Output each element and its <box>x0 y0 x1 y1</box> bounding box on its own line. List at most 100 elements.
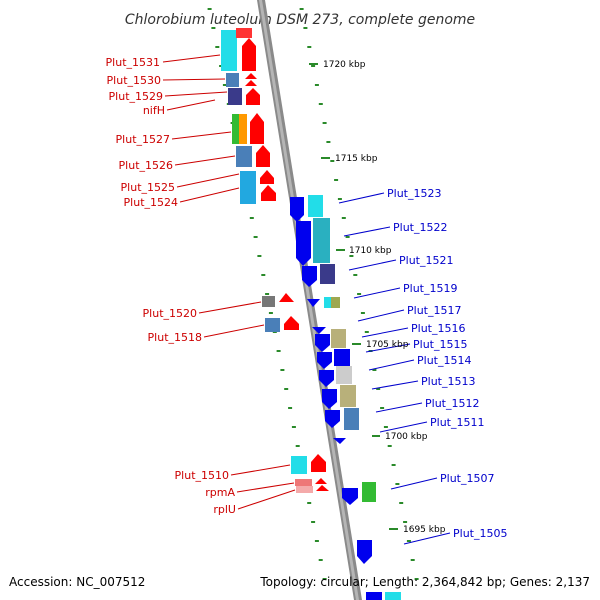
kbp-label-1710: 1710 kbp <box>349 246 392 256</box>
reverse-gene-labels: Plut_1523 Plut_1522 Plut_1521 Plut_1519 … <box>387 187 507 540</box>
gene-label-plut-1520[interactable]: Plut_1520 <box>143 307 197 320</box>
tick-dot <box>353 274 358 276</box>
cog-box-plut-1531[interactable] <box>221 38 237 71</box>
arrow-plut-1507[interactable] <box>342 488 358 505</box>
cog-box-nifh-green[interactable] <box>232 114 239 144</box>
tick-dot <box>326 141 331 143</box>
arrow-plut-1514[interactable] <box>319 370 334 387</box>
arrow-plut-1519[interactable] <box>307 299 320 307</box>
cog-box-plut-1521[interactable] <box>320 264 335 284</box>
gene-label-plut-1526[interactable]: Plut_1526 <box>119 159 173 172</box>
gene-label-rplu[interactable]: rplU <box>213 503 236 516</box>
gene-label-plut-1516[interactable]: Plut_1516 <box>411 322 465 335</box>
tick-dot <box>276 350 281 352</box>
cog-box-plut-1518[interactable] <box>265 318 280 332</box>
cog-box-plut-1519a[interactable] <box>324 297 331 308</box>
gene-label-plut-1519[interactable]: Plut_1519 <box>403 282 457 295</box>
cog-box-rpma[interactable] <box>295 479 312 486</box>
cog-box-plut-1525[interactable] <box>240 171 256 204</box>
cog-box-plut-1523[interactable] <box>308 195 323 217</box>
tick-dot <box>360 312 365 314</box>
gene-label-plut-1514[interactable]: Plut_1514 <box>417 354 471 367</box>
gene-label-plut-1523[interactable]: Plut_1523 <box>387 187 441 200</box>
arrow-plut-1511[interactable] <box>333 438 346 444</box>
tick-dot <box>311 521 316 523</box>
cog-box-plut-1520[interactable] <box>262 296 275 307</box>
tick-dot <box>391 464 396 466</box>
gene-label-plut-1515[interactable]: Plut_1515 <box>413 338 467 351</box>
cog-box-plut-1515[interactable] <box>334 349 350 366</box>
arrow-plut-1505[interactable] <box>357 540 372 564</box>
gene-label-plut-1518[interactable]: Plut_1518 <box>148 331 202 344</box>
tick-dot <box>334 179 339 181</box>
cog-box-plut-1512[interactable] <box>344 408 359 430</box>
gene-label-nifh[interactable]: nifH <box>143 104 165 117</box>
arrow-plut-1510[interactable] <box>311 454 326 472</box>
gene-label-plut-1521[interactable]: Plut_1521 <box>399 254 453 267</box>
cog-box-bottom-cut <box>385 592 401 600</box>
arrow-plut-1521[interactable] <box>302 266 317 287</box>
arrow-plut-1531[interactable] <box>242 38 256 71</box>
arrow-plut-1530[interactable] <box>245 73 257 79</box>
tick-dot <box>249 217 254 219</box>
cog-box-rplu[interactable] <box>296 486 313 493</box>
gene-label-plut-1530[interactable]: Plut_1530 <box>107 74 161 87</box>
cog-box-plut-1529[interactable] <box>228 88 242 105</box>
gene-label-plut-1529[interactable]: Plut_1529 <box>109 90 163 103</box>
gene-label-plut-1507[interactable]: Plut_1507 <box>440 472 494 485</box>
tick-dot <box>307 502 312 504</box>
tick-dot <box>330 160 335 162</box>
gene-label-plut-1531[interactable]: Plut_1531 <box>106 56 160 69</box>
cog-box-nifh-orange[interactable] <box>239 114 247 144</box>
arrow-plut-1522[interactable] <box>296 221 311 266</box>
gene-label-plut-1510[interactable]: Plut_1510 <box>175 469 229 482</box>
tick-dot <box>341 217 346 219</box>
kbp-label-1715: 1715 kbp <box>335 154 378 164</box>
arrow-plut-1527[interactable] <box>250 113 264 144</box>
arrow-plut-1520[interactable] <box>279 293 294 302</box>
gene-label-plut-1527[interactable]: Plut_1527 <box>116 133 170 146</box>
gene-label-plut-1511[interactable]: Plut_1511 <box>430 416 484 429</box>
cog-box-plut-1530[interactable] <box>226 73 239 87</box>
cog-box-plut-1517[interactable] <box>331 329 346 348</box>
tick-dot <box>280 369 285 371</box>
gene-label-plut-1505[interactable]: Plut_1505 <box>453 527 507 540</box>
cog-box-plut-1519b[interactable] <box>331 297 340 308</box>
arrow-plut-1523[interactable] <box>290 197 304 222</box>
tick-dot <box>253 236 258 238</box>
gene-label-plut-1525[interactable]: Plut_1525 <box>121 181 175 194</box>
arrow-plut-1512[interactable] <box>325 410 340 428</box>
kbp-label-1695: 1695 kbp <box>403 525 446 535</box>
arrow-plut-1529[interactable] <box>246 88 260 105</box>
arrow-plut-1515[interactable] <box>317 352 332 369</box>
arrow-plut-1513[interactable] <box>322 389 337 409</box>
cog-box-plut-1507[interactable] <box>362 482 376 502</box>
cog-box-plut-1510[interactable] <box>291 456 307 474</box>
cog-box-plut-1514[interactable] <box>336 366 352 384</box>
gene-label-plut-1524[interactable]: Plut_1524 <box>124 196 178 209</box>
arrow-plut-1516[interactable] <box>315 334 330 352</box>
cog-box-plut-1513[interactable] <box>340 385 356 407</box>
arrow-plut-1518[interactable] <box>284 316 299 330</box>
forward-strand-features <box>221 28 329 493</box>
kbp-labels: 1720 kbp 1715 kbp 1710 kbp 1705 kbp 1700… <box>309 60 446 535</box>
gene-label-rpma[interactable]: rpmA <box>205 486 235 499</box>
forward-gene-labels: Plut_1531 Plut_1530 Plut_1529 nifH Plut_… <box>106 56 236 516</box>
arrow-rpma[interactable] <box>315 478 327 484</box>
tick-dot <box>303 27 308 29</box>
gene-label-plut-1513[interactable]: Plut_1513 <box>421 375 475 388</box>
reverse-strand-features <box>290 195 401 600</box>
arrow-plut-1524[interactable] <box>261 185 276 201</box>
arrow-plut-1526[interactable] <box>256 145 270 167</box>
arrow-plut-1525[interactable] <box>260 170 274 184</box>
arrow-rplu[interactable] <box>316 485 329 491</box>
cog-box-plut-1526[interactable] <box>236 146 252 167</box>
tick-dot <box>211 27 216 29</box>
arrow-plut-1517[interactable] <box>312 327 326 334</box>
gene-label-plut-1522[interactable]: Plut_1522 <box>393 221 447 234</box>
gene-label-plut-1517[interactable]: Plut_1517 <box>407 304 461 317</box>
cog-box-plut-1522[interactable] <box>313 218 330 263</box>
kbp-label-1720: 1720 kbp <box>323 60 366 70</box>
gene-label-plut-1512[interactable]: Plut_1512 <box>425 397 479 410</box>
